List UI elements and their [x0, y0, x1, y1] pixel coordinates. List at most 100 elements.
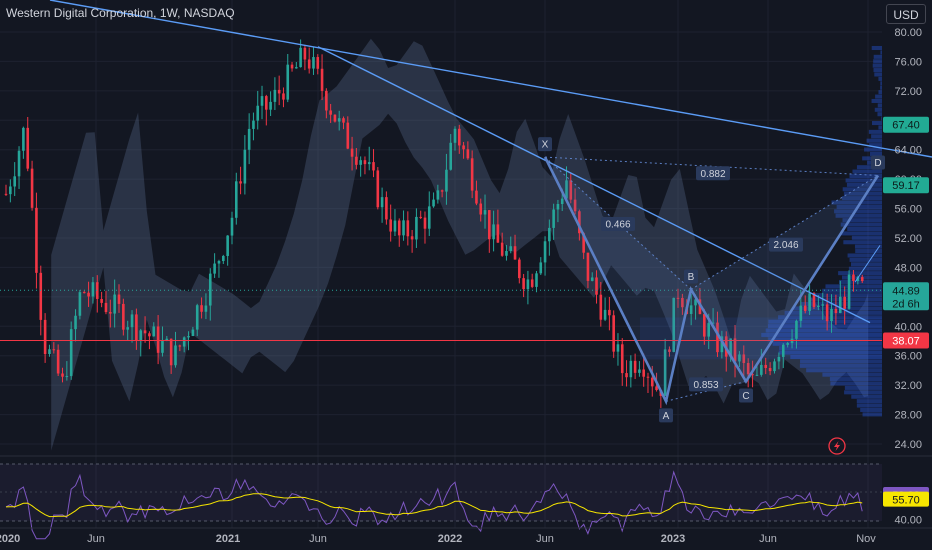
candle-body: [222, 255, 225, 262]
harmonic-ratio-line: [690, 175, 879, 290]
candle-body: [385, 197, 388, 220]
candle-body: [860, 277, 864, 282]
candle-body: [569, 180, 573, 200]
pattern-point-box: [871, 155, 885, 170]
candle-body: [82, 292, 86, 294]
rsi-ma-line: [5, 493, 863, 518]
price-tick: 72.00: [894, 86, 922, 98]
price-tick: 36.00: [894, 351, 922, 363]
price-tick: 80.00: [894, 27, 922, 39]
candle-body: [95, 282, 99, 299]
candle-body: [445, 169, 448, 192]
candle-body: [380, 197, 384, 208]
candle-body: [337, 118, 341, 122]
volume-bar: [778, 315, 882, 320]
candle-body: [286, 64, 290, 100]
candle-body: [423, 217, 427, 229]
candle-body: [282, 93, 285, 100]
time-tick: Jun: [309, 533, 327, 545]
candle-body: [633, 360, 637, 373]
price-tick: 40.00: [894, 321, 922, 333]
candle-body: [52, 349, 56, 351]
candle-body: [13, 176, 16, 187]
volume-bar: [856, 403, 882, 408]
candle-body: [565, 180, 568, 199]
candle-body: [325, 90, 328, 111]
candle-body: [786, 343, 789, 345]
price-tag-value: 59.17: [892, 180, 920, 192]
volume-bar: [878, 125, 882, 130]
candle-body: [556, 203, 560, 210]
time-tick: Jun: [759, 533, 777, 545]
rsi-tick: 40.00: [894, 515, 922, 527]
candles: [4, 39, 864, 408]
trendline-long: [49, 0, 932, 158]
candle-body: [808, 293, 811, 311]
drawings: X A B C D 0.882 0.466 2.046 0.853: [0, 0, 932, 423]
candle-body: [470, 158, 474, 191]
ratio-box: [601, 217, 635, 232]
price-tick: 56.00: [894, 204, 922, 216]
candle-body: [453, 128, 457, 143]
candle-body: [803, 305, 807, 311]
candle-body: [350, 148, 354, 157]
volume-bar: [822, 372, 882, 377]
time-tick: Jun: [536, 533, 554, 545]
currency-button[interactable]: USD: [886, 4, 926, 24]
candle-body: [359, 160, 362, 165]
candle-body: [578, 211, 581, 234]
volume-bar: [849, 173, 882, 179]
candle-body: [329, 110, 332, 115]
candle-body: [466, 149, 470, 159]
volume-bar: [779, 346, 882, 351]
volume-bar: [873, 59, 882, 64]
time-tick: 2023: [661, 533, 685, 545]
candle-body: [616, 344, 620, 352]
volume-bar: [843, 240, 882, 245]
candle-body: [629, 360, 633, 378]
price-tag: [883, 116, 929, 133]
volume-bar: [874, 72, 882, 77]
candle-body: [410, 236, 414, 240]
volume-bar: [875, 94, 882, 99]
volume-bar: [850, 262, 882, 267]
time-tick: Nov: [856, 533, 876, 545]
candle-body: [812, 293, 816, 308]
volume-bar: [880, 85, 882, 90]
candle-body: [130, 314, 134, 328]
candle-body: [642, 369, 645, 377]
candle-body: [139, 330, 143, 341]
candle-body: [522, 278, 525, 290]
candle-body: [182, 337, 186, 347]
candle-body: [247, 128, 251, 150]
volume-bar: [845, 178, 882, 183]
time-tick: Jun: [87, 533, 105, 545]
candle-body: [475, 190, 478, 204]
price-tick: 24.00: [894, 439, 922, 451]
candle-body: [9, 186, 12, 195]
candle-body: [397, 220, 401, 236]
candle-body: [316, 57, 320, 69]
candle-body: [535, 273, 538, 287]
price-tick: 52.00: [894, 233, 922, 245]
candle-body: [230, 217, 234, 236]
ratio-box: [769, 237, 803, 252]
candle-body: [427, 206, 431, 229]
candle-body: [200, 305, 203, 312]
candle-body: [143, 330, 147, 334]
volume-bar: [871, 134, 882, 139]
volume-bar: [873, 68, 882, 73]
candle-body: [273, 89, 277, 102]
candle-body: [838, 296, 842, 314]
candle-body: [496, 224, 500, 243]
candle-body: [22, 127, 25, 151]
candle-body: [61, 373, 64, 377]
candle-body: [676, 297, 680, 299]
candle-body: [436, 190, 440, 200]
candle-body: [169, 338, 173, 366]
lightning-icon[interactable]: [828, 437, 846, 455]
projection-line: [854, 245, 881, 283]
candle-body: [505, 250, 508, 256]
candle-body: [432, 199, 435, 207]
